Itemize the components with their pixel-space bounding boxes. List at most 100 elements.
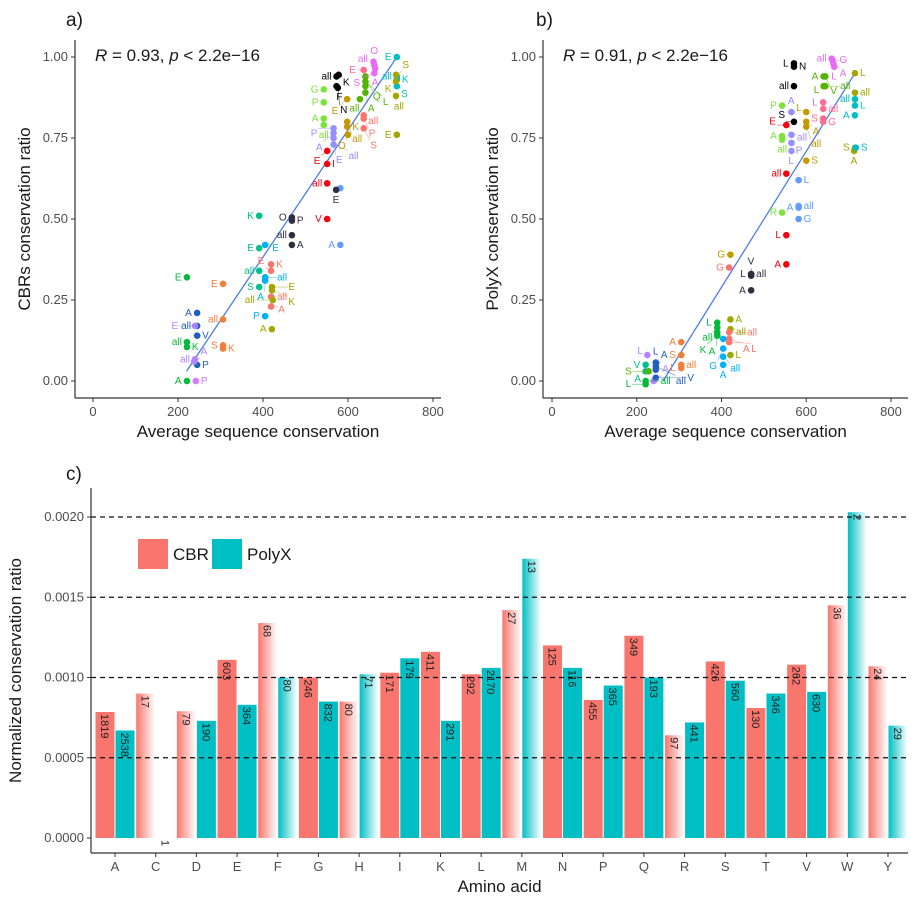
x-tick-label: 0 <box>89 404 96 419</box>
data-point <box>727 351 734 359</box>
bar-polyx <box>440 720 460 838</box>
x-tick-label: 800 <box>422 404 444 419</box>
correlation-annotation: R = 0.93, p < 2.2e−16 <box>95 46 260 65</box>
data-point <box>392 78 400 85</box>
point-label: N <box>340 105 347 116</box>
point-label: P <box>311 128 318 139</box>
data-point <box>851 89 859 96</box>
point-label: L <box>860 101 866 112</box>
data-point <box>719 335 727 343</box>
x-tick-label: S <box>721 859 730 874</box>
label-leader-line <box>396 85 401 89</box>
x-tick-label: W <box>841 859 854 874</box>
x-tick-label: F <box>274 859 282 874</box>
label-leader-line <box>706 335 718 345</box>
data-point <box>819 118 827 126</box>
data-point <box>288 231 296 239</box>
panel-label-c: c) <box>66 464 82 485</box>
point-label: L <box>637 346 643 357</box>
bar-cbr <box>705 661 725 838</box>
y-tick-label: 1.00 <box>511 49 536 64</box>
data-point <box>642 361 649 369</box>
point-label: S <box>843 143 850 154</box>
x-tick-label: C <box>151 859 160 874</box>
label-leader-line <box>323 132 334 143</box>
bar-cbr <box>176 711 196 838</box>
x-tick-label: H <box>354 859 363 874</box>
bar-count-label: 190 <box>199 723 211 741</box>
stat-symbol: R <box>95 46 107 65</box>
x-tick-label: V <box>802 859 811 874</box>
data-point <box>852 144 860 152</box>
data-point <box>392 92 400 100</box>
label-leader-line <box>791 142 796 146</box>
y-axis-title: Normalized conservation ratio <box>6 558 25 783</box>
bar-count-label: 560 <box>728 683 740 701</box>
data-point <box>183 377 191 385</box>
point-label: A <box>743 344 750 355</box>
bar-count-label: 455 <box>586 702 598 720</box>
label-leader-line <box>712 327 718 333</box>
point-label: L <box>812 97 818 108</box>
bar-count-label: 291 <box>443 723 455 741</box>
label-leader-line <box>363 118 369 128</box>
point-label: K <box>228 344 235 355</box>
point-label: L <box>626 379 632 390</box>
bar-count-label: 24 <box>871 668 883 680</box>
data-point <box>219 345 227 352</box>
point-label: K <box>700 345 707 356</box>
scatter-panel-a: 0 200 400 600 800 0.00 0.25 0.50 0.75 1.00 Average… <box>15 40 444 441</box>
point-label: all <box>730 364 740 375</box>
point-label: all <box>771 169 781 180</box>
bar-count-label: 2170 <box>484 670 496 694</box>
bar-count-label: 17 <box>139 696 151 708</box>
y-tick-label: 0.75 <box>43 130 68 145</box>
point-label: S <box>811 114 818 125</box>
data-point <box>719 361 727 369</box>
data-point <box>851 102 859 109</box>
point-label: S <box>778 110 785 121</box>
point-label: G <box>311 84 319 95</box>
bar-cbr <box>746 707 766 838</box>
data-point <box>819 99 827 106</box>
bar-count-label: 292 <box>464 676 476 694</box>
point-label: E <box>385 52 392 63</box>
label-leader-line <box>806 121 813 127</box>
bar-count-label: 79 <box>179 713 191 725</box>
data-point <box>371 69 378 77</box>
bar-panel-c: 0.0000 0.0005 0.0010 0.0015 0.0020 Amino acid… <box>6 488 908 896</box>
data-point <box>802 108 810 116</box>
bar-cbr <box>420 651 440 838</box>
point-label: L <box>814 85 820 96</box>
y-tick-label: 0.0020 <box>44 509 84 524</box>
bar-count-label: 346 <box>769 696 781 714</box>
point-label: A <box>709 347 716 358</box>
point-label: A <box>843 110 850 121</box>
point-label: F <box>336 92 342 103</box>
data-point <box>219 316 227 323</box>
data-point <box>393 131 401 139</box>
data-point <box>288 217 296 224</box>
bar-count-label: 193 <box>647 680 659 698</box>
point-label: S <box>811 156 818 167</box>
bar-count-label: 80 <box>281 680 293 692</box>
point-label: A <box>851 156 858 167</box>
data-point <box>851 69 859 77</box>
data-point <box>192 377 200 385</box>
point-label: all <box>811 139 821 150</box>
bar-count-label: 2538 <box>118 732 130 756</box>
data-point <box>747 286 755 294</box>
data-point <box>193 309 201 317</box>
point-label: N <box>799 62 806 73</box>
x-tick-label: 800 <box>880 404 902 419</box>
point-label: A <box>201 347 208 358</box>
point-label: all <box>686 360 696 371</box>
y-tick-label: 0.00 <box>43 373 68 388</box>
point-label: G <box>828 117 836 128</box>
data-point <box>783 170 790 177</box>
data-point <box>320 115 328 122</box>
x-tick-label: R <box>680 859 689 874</box>
point-label: A <box>328 240 335 251</box>
